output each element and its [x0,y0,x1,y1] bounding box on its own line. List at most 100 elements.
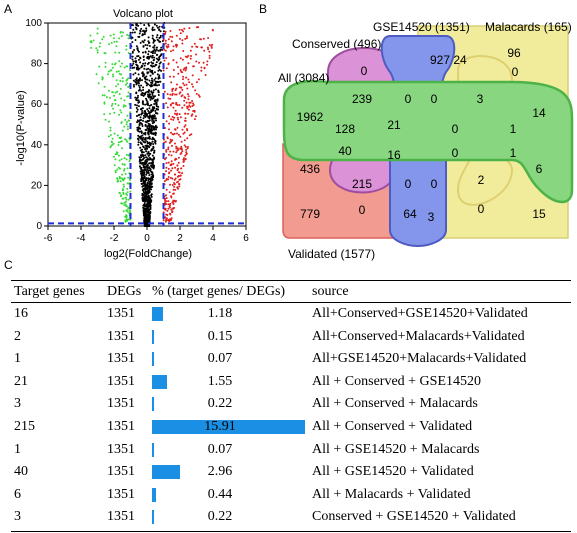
volcano-point-ns [142,89,145,91]
venn-region-count: 0 [431,177,438,191]
volcano-point-ns [152,145,155,148]
volcano-point-up [182,50,185,52]
volcano-point-ns [139,146,142,149]
volcano-point-ns [146,158,149,161]
volcano-point-ns [143,184,146,187]
percent-bar [152,510,155,525]
volcano-point-ns [135,23,138,26]
cell-target-genes: 3 [14,509,21,525]
venn-region-count: 2 [478,173,485,187]
volcano-point-up [196,46,199,48]
x-tick-label: 6 [243,233,249,244]
cell-degs: 1351 [107,373,135,389]
volcano-point-down [118,37,121,40]
volcano-point-ns [137,99,140,102]
volcano-point-up [200,69,203,72]
volcano-point-down [116,180,119,183]
volcano-point-down [123,66,126,69]
volcano-point-ns [155,36,158,39]
volcano-point-ns [144,147,147,150]
volcano-point-ns [148,90,150,92]
volcano-point-up [167,200,170,203]
volcano-point-ns [141,125,144,127]
volcano-point-ns [137,81,140,84]
volcano-point-ns [148,119,151,122]
volcano-point-up [169,30,172,32]
volcano-point-ns [137,68,140,71]
volcano-point-ns [147,116,150,119]
percent-bar [152,465,181,480]
venn-region-count: 128 [335,122,355,136]
cell-source: All + Conserved + GSE14520 [312,373,482,389]
volcano-point-down [124,118,127,121]
volcano-point-ns [144,198,147,200]
volcano-point-ns [151,154,154,157]
volcano-point-ns [135,77,138,80]
volcano-point-ns [150,115,153,118]
volcano-point-up [179,135,182,138]
volcano-point-down [97,82,100,85]
volcano-point-down [109,134,112,136]
volcano-point-up [163,180,166,183]
volcano-point-ns [157,49,160,52]
volcano-point-up [163,59,166,62]
volcano-point-ns [145,185,148,187]
volcano-point-ns [135,98,138,101]
volcano-point-ns [146,90,149,93]
volcano-point-up [175,93,178,96]
volcano-point-ns [142,58,145,61]
volcano-point-down [127,198,130,201]
volcano-point-down [105,96,108,99]
cell-percent: 15.91 [204,419,236,434]
volcano-point-ns [131,31,134,34]
volcano-point-down [114,158,117,161]
volcano-point-up [175,34,178,37]
volcano-point-up [174,177,177,180]
volcano-point-up [174,188,177,191]
volcano-point-ns [159,80,162,83]
volcano-point-down [123,104,126,107]
volcano-point-down [123,125,126,128]
volcano-point-ns [151,148,154,151]
volcano-point-ns [139,61,142,64]
volcano-point-ns [133,31,136,34]
volcano-point-ns [141,102,144,104]
volcano-point-ns [142,212,145,215]
volcano-point-up [172,200,175,203]
volcano-point-up [202,61,205,64]
volcano-point-ns [146,223,149,226]
volcano-point-ns [146,101,149,103]
volcano-point-ns [142,114,145,117]
volcano-point-down [123,177,126,180]
volcano-point-down [114,51,117,54]
volcano-point-up [171,90,174,92]
volcano-point-ns [141,134,144,137]
volcano-point-up [178,183,181,186]
volcano-point-ns [132,73,135,76]
volcano-point-down [119,109,122,112]
volcano-point-ns [155,119,157,122]
volcano-point-up [181,94,184,97]
volcano-point-ns [148,166,151,169]
volcano-point-ns [136,121,139,124]
volcano-point-up [211,43,214,46]
cell-degs: 1351 [107,486,135,502]
volcano-point-down [104,65,107,68]
volcano-point-ns [147,208,150,211]
volcano-point-ns [132,60,135,63]
venn-region-count: 0 [478,202,485,216]
volcano-point-up [177,167,180,170]
volcano-point-ns [135,92,138,95]
volcano-point-ns [147,67,150,70]
volcano-point-ns [151,26,154,29]
venn-region-count: 0 [452,122,459,136]
volcano-point-ns [148,224,151,227]
volcano-point-down [96,27,99,30]
volcano-point-ns [140,93,143,96]
volcano-point-ns [158,84,160,86]
volcano-point-ns [144,124,147,127]
volcano-point-down [122,105,125,108]
volcano-point-ns [155,128,157,131]
volcano-point-ns [159,36,162,39]
